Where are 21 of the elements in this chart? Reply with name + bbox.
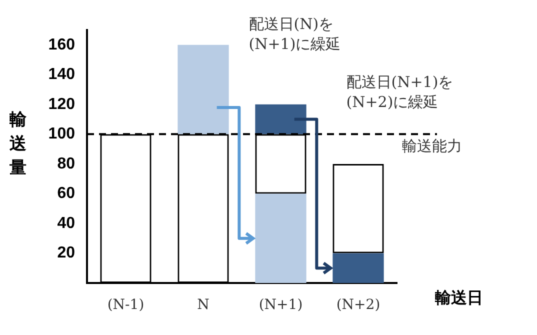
y-axis-title: 輸送量	[8, 109, 28, 180]
x-tick-label: (N-1)	[107, 297, 144, 314]
y-tick-label: 160	[48, 36, 76, 54]
x-axis-title: 輸送日	[435, 288, 483, 309]
y-tick-label: 100	[48, 126, 76, 143]
y-tick-label: 40	[57, 214, 76, 232]
bar	[255, 104, 306, 134]
y-tick-label: 20	[57, 244, 76, 262]
ref-line-label: 輸送能力	[402, 136, 462, 156]
x-tick-label: N	[197, 297, 210, 314]
bar	[332, 253, 384, 283]
annotation: 配送日(N)を (N+1)に繰延	[248, 14, 341, 54]
y-tick-label: 80	[57, 155, 76, 172]
y-tick-label: 60	[57, 185, 76, 202]
bar	[178, 44, 229, 134]
bar	[255, 194, 306, 283]
x-tick-label: (N+1)	[258, 297, 303, 314]
x-tick-label: (N+2)	[336, 297, 380, 314]
y-tick-label: 120	[48, 96, 76, 113]
annotation: 配送日(N+1)を (N+2)に繰延	[346, 72, 454, 112]
y-tick-label: 140	[48, 66, 76, 84]
